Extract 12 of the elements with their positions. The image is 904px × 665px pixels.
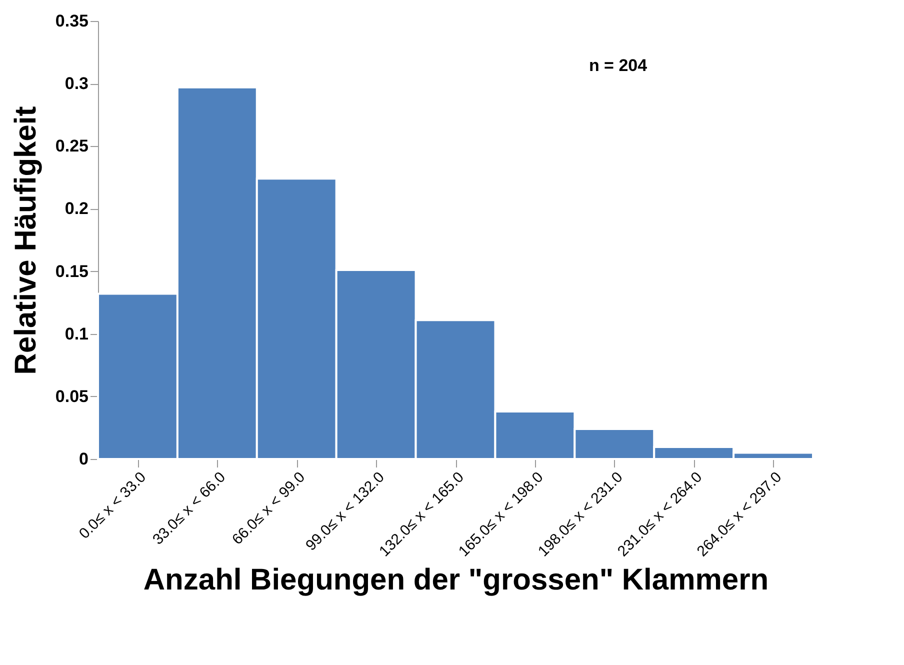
annotation: n = 204 (588, 56, 648, 75)
x-tick-label: 0.0≤ x < 33.0 (76, 468, 150, 542)
y-tick-label: 0.05 (55, 386, 88, 406)
y-tick-label: 0.25 (55, 136, 88, 156)
y-tick-label: 0 (79, 450, 88, 468)
y-axis-title: Relative Häufigkeit (9, 106, 42, 375)
x-axis-title: Anzahl Biegungen der "grossen" Klammern (143, 563, 769, 596)
y-tick-label: 0.35 (55, 12, 88, 30)
y-tick-label: 0.3 (64, 74, 88, 94)
y-tick-label: 0.1 (64, 324, 88, 344)
y-tick-label: 0.15 (55, 262, 88, 281)
y-tick-label: 0.2 (64, 199, 88, 218)
